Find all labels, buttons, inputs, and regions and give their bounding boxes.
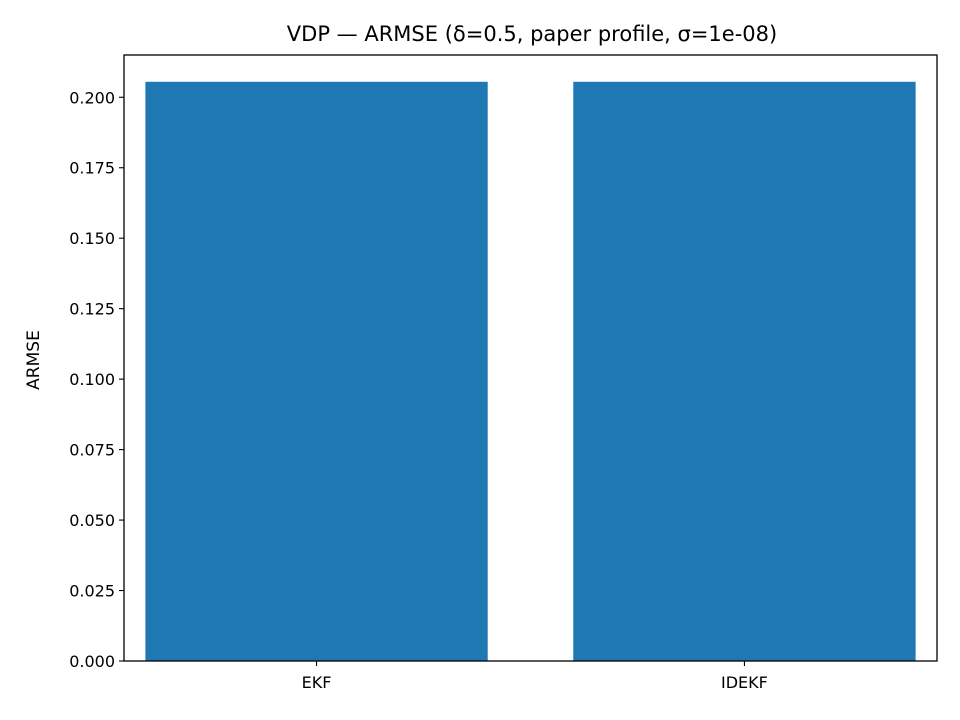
y-tick-label: 0.175 [69,159,115,178]
y-axis-label: ARMSE [24,330,44,390]
y-tick-label: 0.100 [69,370,115,389]
bars-group [145,81,916,662]
y-tick-label: 0.125 [69,300,115,319]
y-tick-label: 0.000 [69,652,115,671]
plot-frame [123,54,938,662]
y-tick-label: 0.050 [69,511,115,530]
y-tick-label: 0.075 [69,441,115,460]
x-tick-label: IDEKF [721,673,768,692]
x-ticks-group: EKF IDEKF [302,661,768,692]
x-tick-label: EKF [302,673,332,692]
chart-title: VDP — ARMSE (δ=0.5, paper profile, σ=1e-… [287,22,777,46]
y-tick-label: 0.200 [69,88,115,107]
bar-idekf [573,81,916,662]
y-tick-label: 0.025 [69,582,115,601]
y-tick-label: 0.150 [69,229,115,248]
bar-ekf [145,81,488,662]
y-ticks-group: 0.000 0.025 0.050 0.075 0.100 0.125 0.150 0.175… [69,88,124,671]
